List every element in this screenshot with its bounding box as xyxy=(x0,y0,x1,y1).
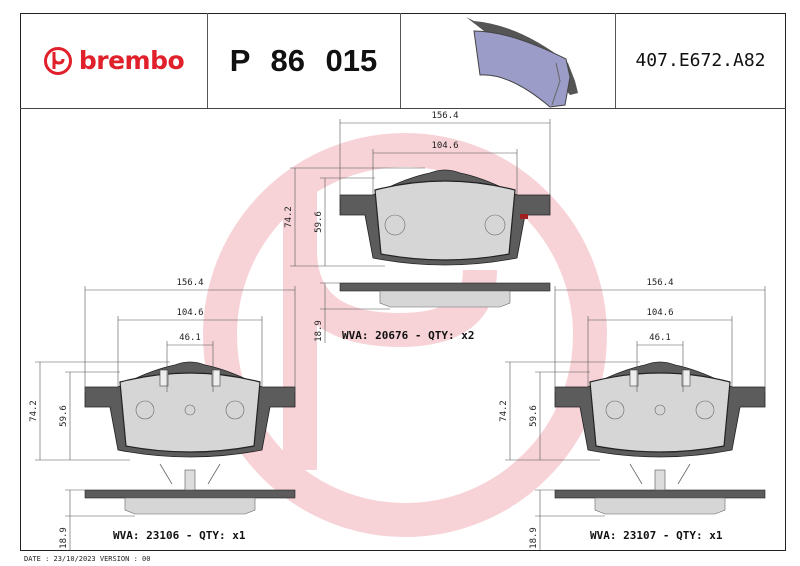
logo-cell: brembo xyxy=(20,13,208,108)
title-block: brembo P 86 015 407.E672.A82 xyxy=(20,13,786,109)
friction-material xyxy=(119,372,261,453)
spring-side xyxy=(159,463,221,485)
pin-hole xyxy=(384,214,406,236)
wva-label-right: WVA: 23107 - QTY: x1 xyxy=(590,529,723,542)
pin-hole xyxy=(135,400,155,420)
center-hole xyxy=(654,404,666,416)
friction-side xyxy=(594,497,726,515)
friction-side xyxy=(379,290,511,308)
thumbnail-cell xyxy=(400,13,616,108)
friction-material xyxy=(589,372,731,453)
clip-side xyxy=(184,469,196,491)
reference-number: 407.E672.A82 xyxy=(635,50,766,71)
dimension-label: 156.4 xyxy=(431,111,458,121)
friction-material xyxy=(374,180,516,261)
dimension-label: 156.4 xyxy=(176,278,203,288)
dimension-label: 46.1 xyxy=(179,333,201,343)
reference-cell: 407.E672.A82 xyxy=(615,13,786,108)
brake-pad-thumbnail xyxy=(466,17,578,108)
backing-plate-side xyxy=(84,489,296,499)
dimension-label: 104.6 xyxy=(646,308,673,318)
dimension-label: 156.4 xyxy=(646,278,673,288)
spring-clip xyxy=(211,369,221,387)
dimension-label: 18.9 xyxy=(59,527,69,549)
friction-side xyxy=(124,497,256,515)
dimension-label: 74.2 xyxy=(499,400,509,422)
drawing-frame xyxy=(20,13,786,551)
spring-clip xyxy=(681,369,691,387)
dimension-label: 74.2 xyxy=(29,400,39,422)
dimension-label: 104.6 xyxy=(176,308,203,318)
product-code-cell: P 86 015 xyxy=(207,13,401,108)
clip-side xyxy=(654,469,666,491)
date-version: DATE : 23/10/2023 VERSION : 00 xyxy=(24,555,151,563)
spring-clip xyxy=(159,369,169,387)
spring-side xyxy=(629,463,691,485)
dimension-label: 104.6 xyxy=(431,141,458,151)
dimension-label: 59.6 xyxy=(59,405,69,427)
dimension-label: 18.9 xyxy=(314,320,324,342)
brembo-logo-icon xyxy=(43,46,72,75)
wear-sensor xyxy=(520,214,528,219)
pin-hole xyxy=(695,400,715,420)
dimension-label: 59.6 xyxy=(529,405,539,427)
dimension-label: 59.6 xyxy=(314,211,324,233)
wva-label-top: WVA: 20676 - QTY: x2 xyxy=(342,329,475,342)
pin-hole xyxy=(605,400,625,420)
center-hole xyxy=(184,404,196,416)
dimension-label: 74.2 xyxy=(284,206,294,228)
brand-name: brembo xyxy=(78,46,185,75)
backing-plate-side xyxy=(339,282,551,292)
pin-hole xyxy=(484,214,506,236)
backing-plate-side xyxy=(554,489,766,499)
product-code: P 86 015 xyxy=(229,42,378,78)
spring-clip xyxy=(629,369,639,387)
wva-label-left: WVA: 23106 - QTY: x1 xyxy=(113,529,246,542)
pin-hole xyxy=(225,400,245,420)
dimension-label: 18.9 xyxy=(529,527,539,549)
dimension-label: 46.1 xyxy=(649,333,671,343)
